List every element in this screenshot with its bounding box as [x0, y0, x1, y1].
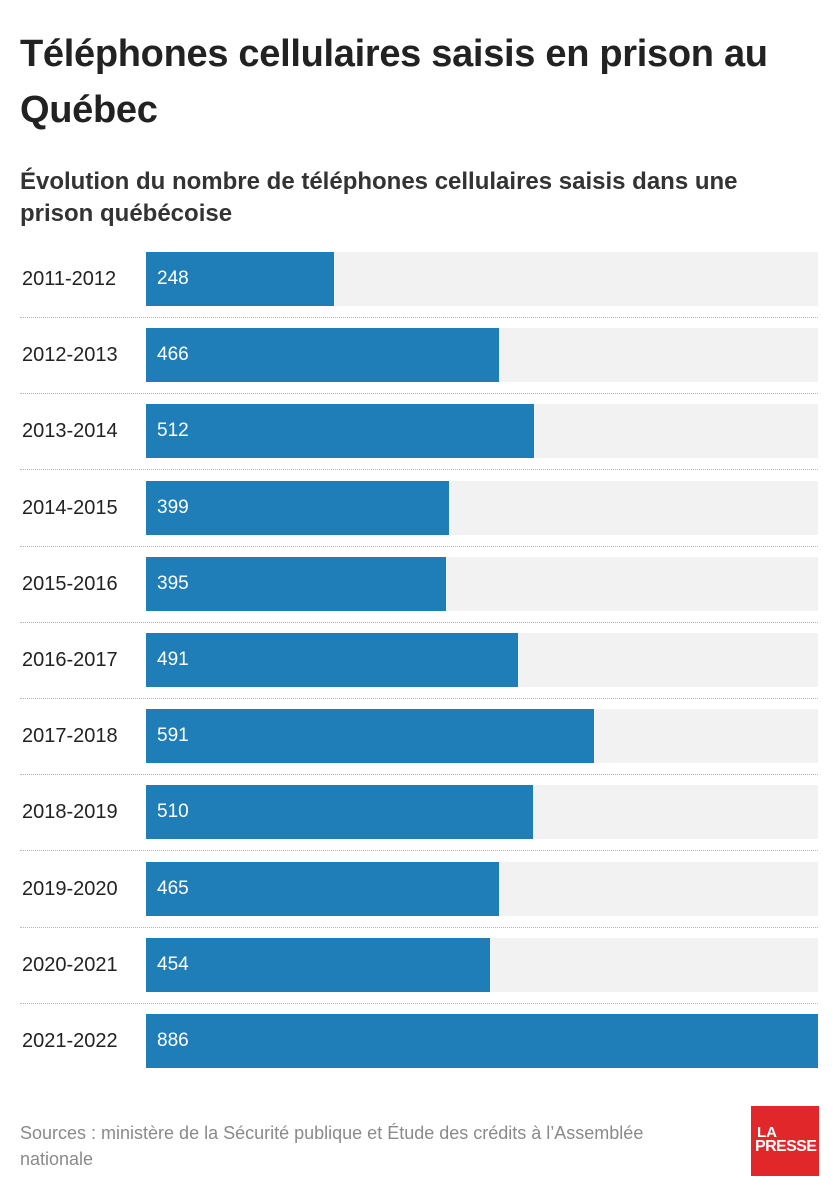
- bar-row: 2017-2018 591: [0, 709, 840, 785]
- bar-track: 395: [146, 557, 818, 611]
- row-divider: [20, 546, 818, 547]
- bar-track: 491: [146, 633, 818, 687]
- bar-track: 591: [146, 709, 818, 763]
- bar-value-label: 512: [157, 420, 189, 441]
- row-divider: [20, 393, 818, 394]
- bar: [146, 633, 519, 687]
- logo-text-la: LA: [757, 1124, 777, 1141]
- bar: [146, 938, 491, 992]
- bar: [146, 252, 335, 306]
- chart-subtitle: Évolution du nombre de téléphones cellul…: [20, 168, 738, 227]
- bar-row: 2019-2020 465: [0, 862, 840, 938]
- bar-track: 465: [146, 862, 818, 916]
- row-divider: [20, 1003, 818, 1004]
- bar: [146, 404, 535, 458]
- bar-track: 466: [146, 328, 818, 382]
- bar-value-label: 465: [157, 878, 189, 899]
- chart-title: Téléphones cellulaires saisis en prison …: [20, 33, 768, 131]
- category-label: 2015-2016: [22, 573, 118, 595]
- bar-track: 248: [146, 252, 818, 306]
- bar-row: 2020-2021 454: [0, 938, 840, 1014]
- row-divider: [20, 850, 818, 851]
- bar-track: 399: [146, 481, 818, 535]
- bar-row: 2021-2022 886: [0, 1014, 840, 1090]
- row-divider: [20, 927, 818, 928]
- bar: [146, 557, 446, 611]
- bar-value-label: 491: [157, 649, 189, 670]
- bar: [146, 328, 500, 382]
- category-label: 2012-2013: [22, 344, 118, 366]
- bar: [146, 785, 533, 839]
- category-label: 2019-2020: [22, 878, 118, 900]
- bar-row: 2011-2012 248: [0, 252, 840, 328]
- category-label: 2016-2017: [22, 649, 118, 671]
- bar-value-label: 510: [157, 801, 189, 822]
- bar-row: 2015-2016 395: [0, 557, 840, 633]
- row-divider: [20, 317, 818, 318]
- bar: [146, 862, 499, 916]
- bar: [146, 481, 449, 535]
- row-divider: [20, 698, 818, 699]
- bar-row: 2014-2015 399: [0, 481, 840, 557]
- bar-value-label: 886: [157, 1030, 189, 1051]
- bar-track: 510: [146, 785, 818, 839]
- bar-value-label: 591: [157, 725, 189, 746]
- bar-value-label: 454: [157, 954, 189, 975]
- logo-text-presse: PRESSE: [755, 1138, 817, 1155]
- bar-row: 2016-2017 491: [0, 633, 840, 709]
- bar-row: 2018-2019 510: [0, 785, 840, 861]
- category-label: 2020-2021: [22, 954, 118, 976]
- category-label: 2018-2019: [22, 801, 118, 823]
- category-label: 2021-2022: [22, 1030, 118, 1052]
- row-divider: [20, 622, 818, 623]
- row-divider: [20, 774, 818, 775]
- bar-row: 2013-2014 512: [0, 404, 840, 480]
- bar-chart: 2011-2012 248 2012-2013 466 2013-2014 512 2014…: [0, 252, 840, 1068]
- category-label: 2011-2012: [22, 268, 117, 290]
- row-divider: [20, 469, 818, 470]
- source-note: Sources : ministère de la Sécurité publi…: [20, 1123, 644, 1169]
- la-presse-logo: LA PRESSE: [751, 1106, 819, 1176]
- bar-track: 886: [146, 1014, 818, 1068]
- bar: [146, 709, 595, 763]
- category-label: 2014-2015: [22, 497, 118, 519]
- bar-value-label: 466: [157, 344, 189, 365]
- bar-value-label: 395: [157, 573, 189, 594]
- bar: [146, 1014, 818, 1068]
- category-label: 2013-2014: [22, 420, 118, 442]
- bar-value-label: 248: [157, 268, 189, 289]
- bar-track: 512: [146, 404, 818, 458]
- bar-value-label: 399: [157, 497, 189, 518]
- bar-track: 454: [146, 938, 818, 992]
- category-label: 2017-2018: [22, 725, 118, 747]
- bar-row: 2012-2013 466: [0, 328, 840, 404]
